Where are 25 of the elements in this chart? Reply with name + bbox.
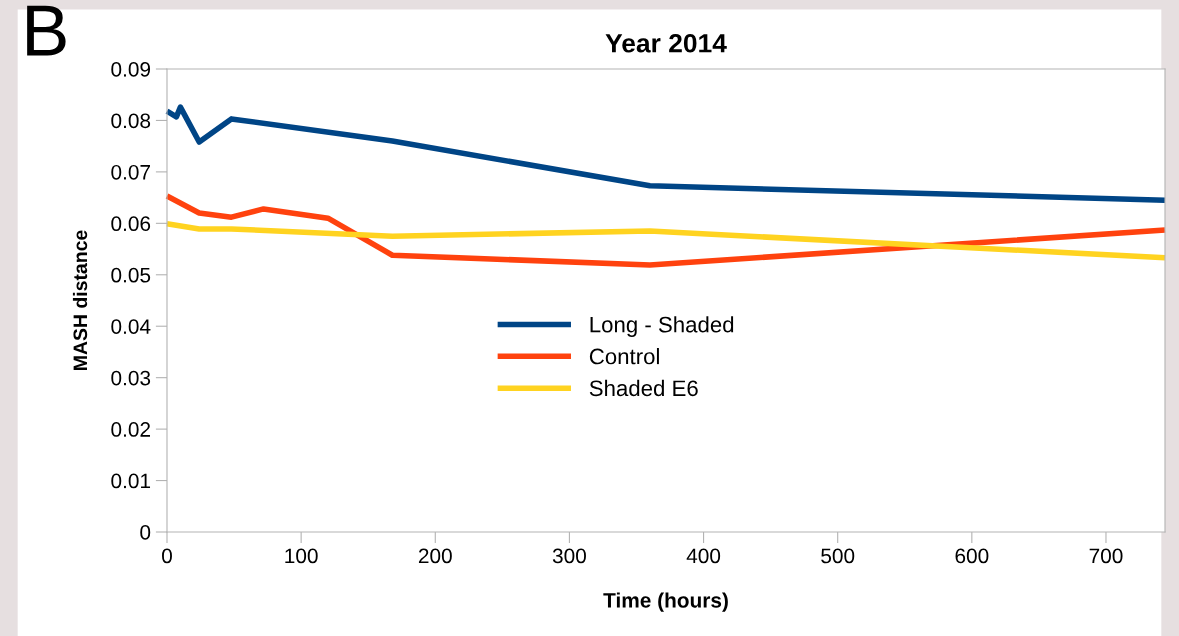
x-tick-label: 0 <box>162 548 172 564</box>
y-tick-label: 0 <box>140 525 151 540</box>
x-tick-label: 600 <box>955 548 989 564</box>
y-tick-label: 0.02 <box>111 422 150 437</box>
y-tick-label: 0.07 <box>111 164 150 180</box>
y-tick-label: 0.06 <box>111 216 151 232</box>
y-tick-label: 0.04 <box>111 319 151 334</box>
y-tick-label: 0.05 <box>111 267 151 283</box>
x-tick-label: 100 <box>285 548 318 564</box>
legend-label: Control <box>589 348 659 365</box>
x-axis-title: Time (hours) <box>603 592 728 612</box>
x-tick-label: 200 <box>418 548 452 564</box>
y-tick-label: 0.03 <box>111 370 151 386</box>
y-tick-label: 0.09 <box>111 62 151 77</box>
y-tick-label: 0.08 <box>111 113 151 129</box>
legend-label: Long - Shaded <box>590 316 734 337</box>
x-tick-label: 400 <box>686 548 721 564</box>
x-tick-label: 700 <box>1089 548 1123 564</box>
text: B <box>27 5 66 56</box>
x-tick-label: 300 <box>552 548 586 564</box>
legend-label: Shaded E6 <box>589 379 698 397</box>
y-tick-label: 0.01 <box>111 473 151 489</box>
chart-title: Year 2014 <box>605 33 727 53</box>
x-tick-label: 500 <box>821 548 855 564</box>
y-axis-title: MASH distance <box>72 230 88 370</box>
